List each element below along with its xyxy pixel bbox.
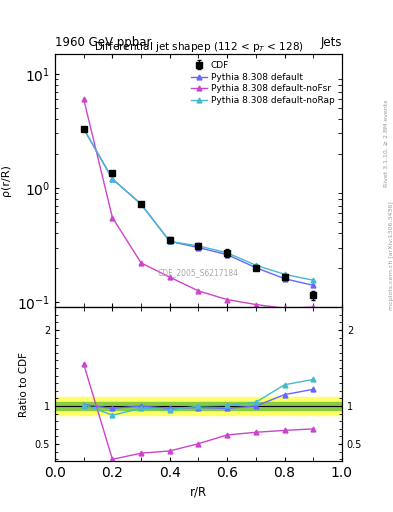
Y-axis label: Ratio to CDF: Ratio to CDF (19, 352, 29, 416)
Text: Rivet 3.1.10, ≥ 2.8M events: Rivet 3.1.10, ≥ 2.8M events (384, 100, 388, 187)
Text: CDF_2005_S6217184: CDF_2005_S6217184 (158, 268, 239, 277)
Pythia 8.308 default-noRap (225, 250, 230, 256)
Text: Jets: Jets (320, 36, 342, 49)
Pythia 8.308 default-noRap (110, 176, 115, 182)
Line: Pythia 8.308 default-noRap: Pythia 8.308 default-noRap (81, 126, 316, 283)
Pythia 8.308 default (167, 238, 172, 244)
Pythia 8.308 default-noFsr (311, 304, 316, 310)
Pythia 8.308 default-noRap (282, 271, 287, 278)
Pythia 8.308 default (253, 265, 258, 271)
Y-axis label: ρ(r/R): ρ(r/R) (2, 164, 11, 197)
Bar (55, 397, 342, 415)
Pythia 8.308 default-noFsr (282, 305, 287, 311)
Pythia 8.308 default-noFsr (110, 215, 115, 221)
Bar (55, 402, 342, 410)
Pythia 8.308 default-noRap (139, 201, 143, 207)
Pythia 8.308 default-noFsr (81, 96, 86, 102)
Pythia 8.308 default-noRap (311, 277, 316, 283)
Pythia 8.308 default (196, 245, 201, 251)
Title: Differential jet shapep (112 < p$_T$ < 128): Differential jet shapep (112 < p$_T$ < 1… (94, 39, 303, 54)
Pythia 8.308 default-noFsr (167, 274, 172, 280)
Text: mcplots.cern.ch [arXiv:1306.3436]: mcplots.cern.ch [arXiv:1306.3436] (389, 202, 393, 310)
Pythia 8.308 default-noRap (253, 262, 258, 268)
Pythia 8.308 default (282, 275, 287, 282)
Pythia 8.308 default-noRap (81, 125, 86, 132)
Pythia 8.308 default-noFsr (196, 288, 201, 294)
Pythia 8.308 default-noFsr (225, 296, 230, 303)
Text: 1960 GeV ppbar: 1960 GeV ppbar (55, 36, 152, 49)
Pythia 8.308 default (81, 125, 86, 132)
Line: Pythia 8.308 default: Pythia 8.308 default (81, 126, 316, 288)
Legend: CDF, Pythia 8.308 default, Pythia 8.308 default-noFsr, Pythia 8.308 default-noRa: CDF, Pythia 8.308 default, Pythia 8.308 … (188, 58, 338, 108)
Pythia 8.308 default (139, 201, 143, 207)
X-axis label: r/R: r/R (190, 485, 207, 498)
Pythia 8.308 default-noRap (196, 243, 201, 249)
Pythia 8.308 default (311, 282, 316, 288)
Pythia 8.308 default (110, 176, 115, 182)
Pythia 8.308 default-noFsr (253, 302, 258, 308)
Line: Pythia 8.308 default-noFsr: Pythia 8.308 default-noFsr (81, 97, 316, 311)
Pythia 8.308 default (225, 251, 230, 258)
Pythia 8.308 default-noFsr (139, 260, 143, 266)
Pythia 8.308 default-noRap (167, 238, 172, 244)
